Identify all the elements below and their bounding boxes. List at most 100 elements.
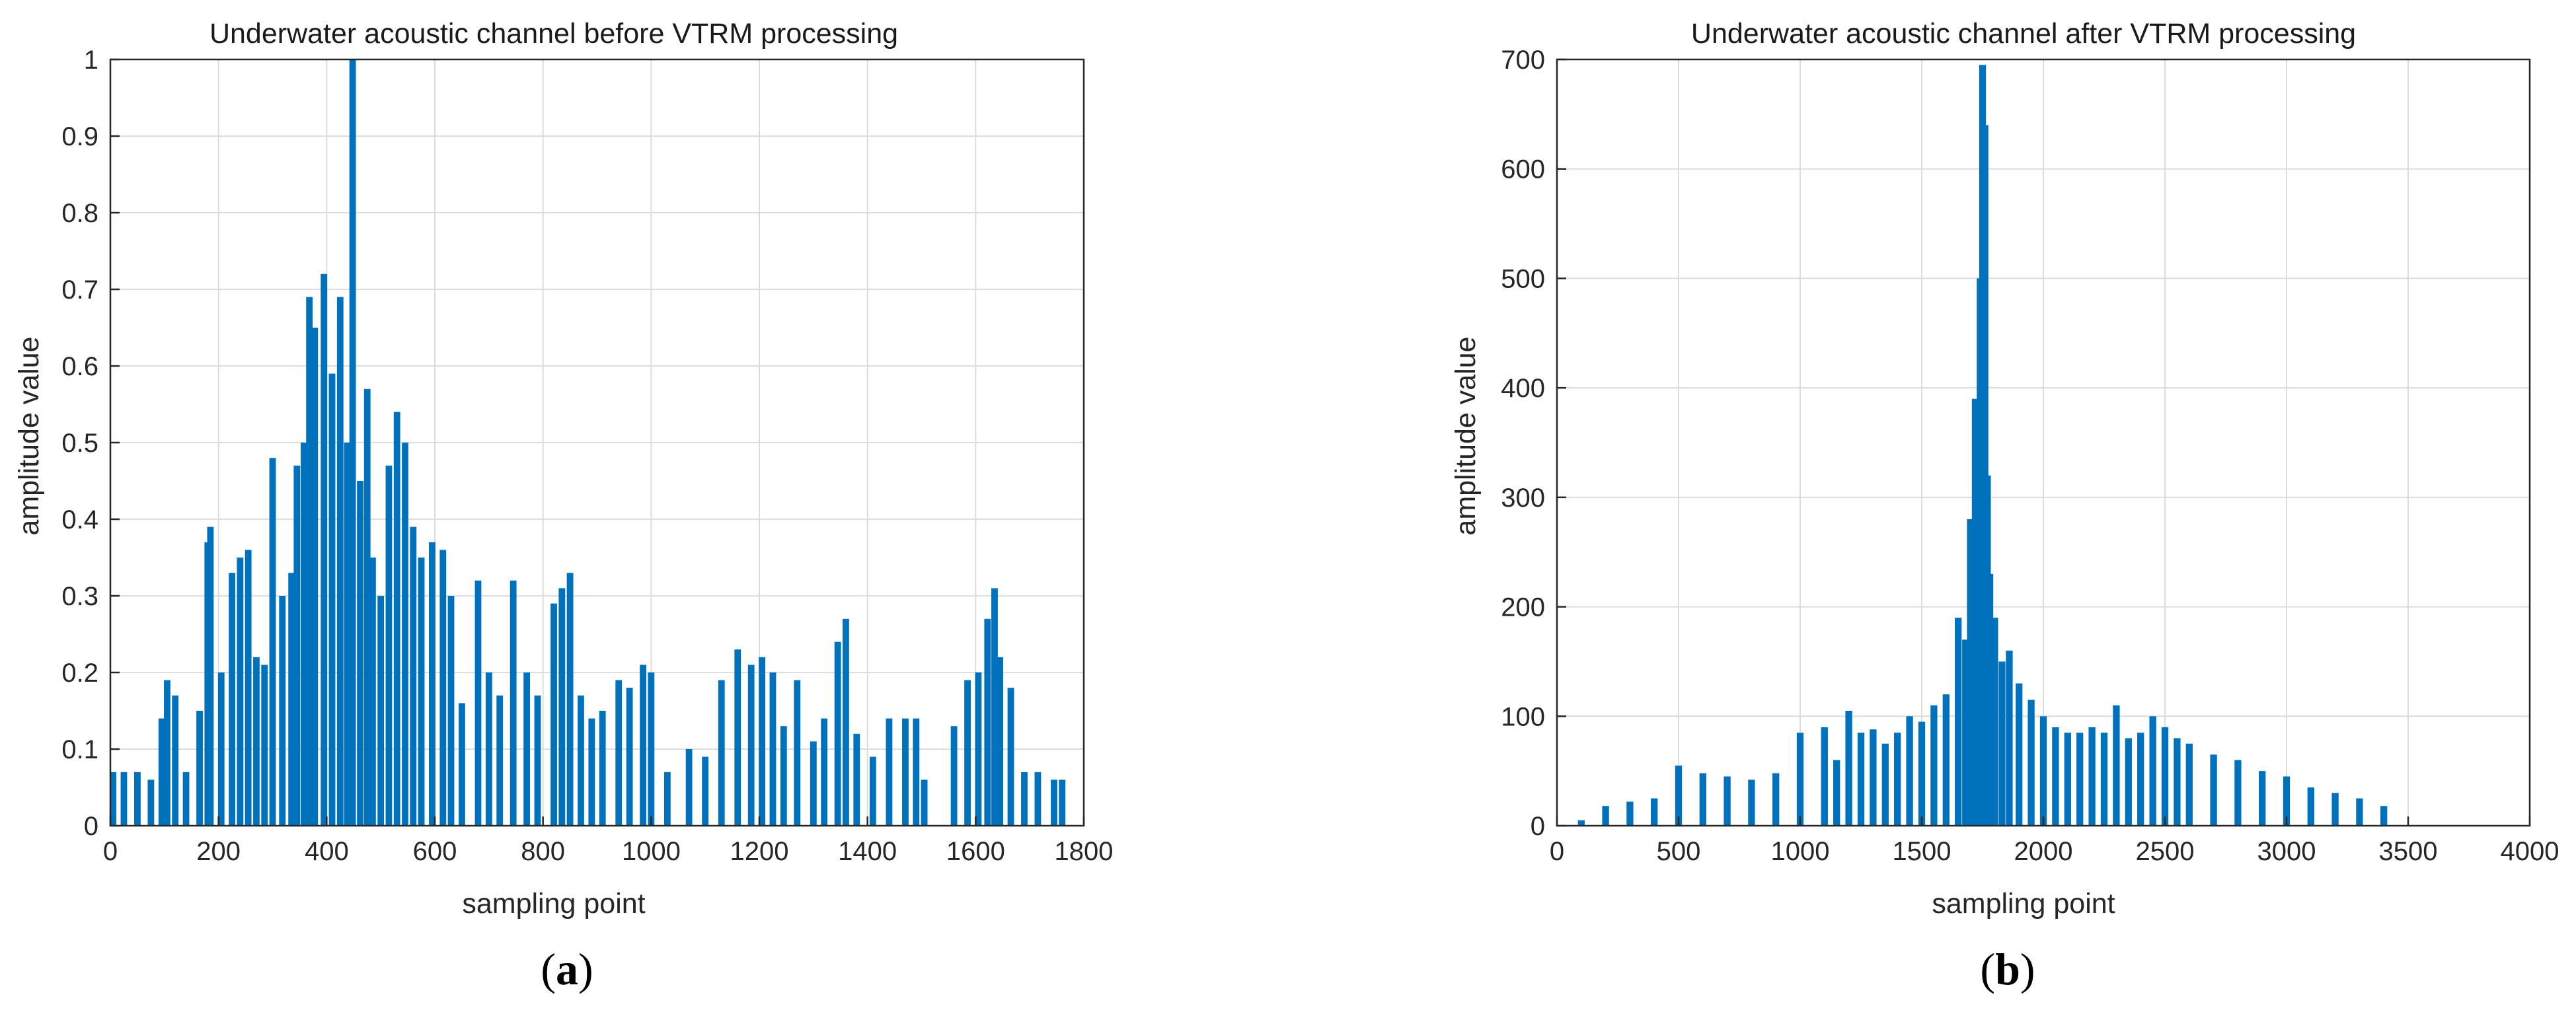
x-tick-label: 4000	[2501, 837, 2559, 866]
y-tick-label: 0.3	[61, 582, 98, 611]
data-bar	[2100, 733, 2108, 826]
data-bar	[1894, 733, 1901, 826]
data-bar	[2088, 727, 2096, 826]
data-bar	[2016, 683, 2023, 826]
y-tick-label: 500	[1501, 264, 1545, 293]
data-bar	[321, 273, 328, 826]
data-bar	[2039, 716, 2047, 826]
data-bar	[485, 672, 492, 826]
data-bar	[1962, 639, 1969, 826]
data-bar	[164, 680, 170, 826]
panel-b-label: (b)	[1980, 944, 2035, 994]
data-bar	[1845, 711, 1852, 826]
data-bar	[1967, 519, 1974, 826]
data-bar	[2356, 798, 2363, 826]
data-bar	[2210, 754, 2217, 826]
data-bar	[1051, 779, 1057, 826]
data-bar	[810, 741, 817, 826]
data-bar	[2006, 650, 2013, 826]
chart-b-x-axis-label: sampling point	[1932, 888, 2115, 920]
panel-a-anchor	[0, 0, 1, 1]
data-bar	[474, 580, 482, 826]
data-bar	[134, 772, 141, 826]
data-bar	[336, 297, 344, 826]
data-bar	[393, 412, 400, 826]
data-bar	[1021, 772, 1028, 826]
data-bar	[279, 596, 286, 826]
data-bar	[2113, 705, 2120, 826]
x-tick-label: 1500	[1893, 837, 1951, 866]
data-bar	[1857, 733, 1865, 826]
data-bar	[902, 718, 909, 826]
x-tick-label: 600	[413, 837, 457, 866]
data-bar	[418, 558, 425, 826]
x-tick-label: 1200	[730, 837, 789, 866]
data-bar	[2064, 733, 2071, 826]
chart-panel-b: 0 500 1000 1500 2000 2500 3000 3500 4000 0 100 200…	[1450, 18, 2559, 994]
data-bar	[439, 550, 447, 826]
data-bar	[853, 733, 860, 826]
chart-a-x-axis-label: sampling point	[462, 888, 645, 920]
chart-b-grid	[1556, 59, 2530, 826]
data-bar	[1675, 765, 1683, 826]
y-tick-label: 0.1	[61, 735, 98, 764]
data-bar	[1699, 773, 1706, 826]
data-bar	[158, 718, 165, 826]
data-bar	[217, 672, 225, 826]
data-bar	[2052, 727, 2059, 826]
data-bar	[578, 695, 584, 826]
x-tick-label: 1000	[622, 837, 681, 866]
data-bar	[718, 680, 725, 826]
data-bar	[534, 695, 541, 826]
chart-a-bars	[110, 59, 1066, 826]
data-bar	[253, 657, 260, 826]
data-bar	[1651, 798, 1658, 826]
panel-a-letter: a	[556, 944, 578, 994]
data-bar	[2125, 738, 2132, 826]
data-bar	[843, 618, 849, 826]
data-bar	[1034, 772, 1042, 826]
data-bar	[2234, 760, 2242, 826]
data-bar	[288, 573, 295, 826]
data-bar	[410, 526, 417, 826]
x-tick-label: 400	[305, 837, 349, 866]
data-bar	[2076, 733, 2084, 826]
chart-panel-a: 0 200 400 600 800 1000 1200 1400 1600 1800 0 0.1 0.…	[0, 0, 1113, 994]
data-bar	[913, 718, 920, 826]
data-bar	[1971, 398, 1979, 826]
data-bar	[780, 726, 787, 826]
data-bar	[1602, 806, 1609, 826]
data-bar	[311, 328, 319, 826]
data-bar	[997, 657, 1004, 826]
data-bar	[196, 711, 203, 826]
data-bar	[991, 588, 998, 826]
data-bar	[1833, 760, 1840, 826]
data-bar	[588, 718, 595, 826]
data-bar	[428, 542, 436, 826]
data-bar	[566, 573, 574, 826]
x-tick-label: 2500	[2136, 837, 2195, 866]
data-bar	[245, 550, 252, 826]
data-bar	[599, 711, 606, 826]
data-bar	[2174, 738, 2181, 826]
chart-b-title: Underwater acoustic channel after VTRM p…	[1691, 18, 2356, 50]
data-bar	[1796, 733, 1804, 826]
data-bar	[685, 749, 693, 826]
y-tick-label: 0	[1531, 812, 1545, 841]
data-bar	[363, 388, 371, 826]
data-bar	[510, 580, 517, 826]
chart-b-y-axis-label: amplitude value	[1450, 336, 1482, 535]
data-bar	[385, 465, 393, 826]
data-bar	[2161, 727, 2169, 826]
data-bar	[734, 649, 741, 826]
data-bar	[1626, 801, 1634, 826]
x-tick-label: 1400	[838, 837, 897, 866]
data-bar	[229, 573, 236, 826]
x-tick-label: 0	[103, 837, 118, 866]
data-bar	[2027, 700, 2035, 826]
y-tick-label: 300	[1501, 484, 1545, 513]
data-bar	[1007, 688, 1014, 826]
chart-b-x-ticks: 0 500 1000 1500 2000 2500 3000 3500 4000	[1550, 816, 2559, 866]
data-bar	[550, 603, 557, 826]
